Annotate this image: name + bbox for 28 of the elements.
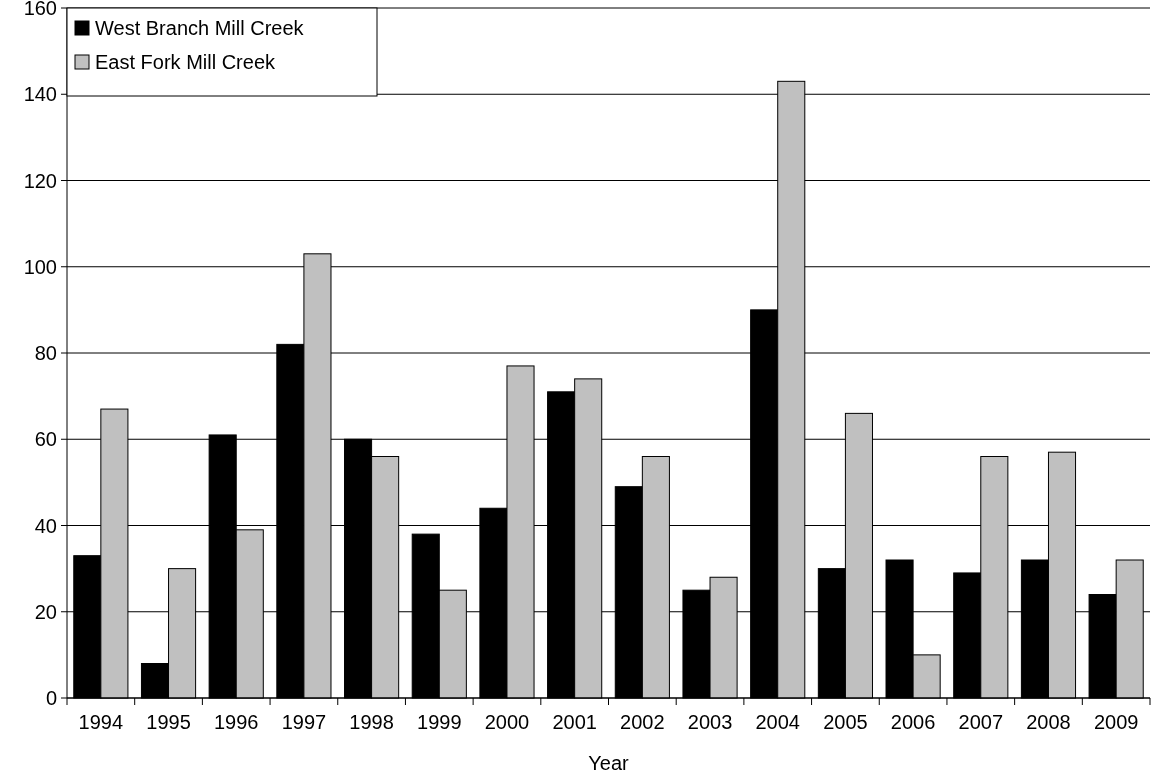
legend-label: East Fork Mill Creek (95, 51, 277, 73)
x-tick-label: 1994 (78, 711, 124, 733)
legend-label: West Branch Mill Creek (95, 17, 305, 39)
x-tick-label: 2007 (958, 711, 1004, 733)
x-tick-label: 2000 (484, 711, 530, 733)
y-tick-label: 60 (34, 428, 57, 451)
x-axis-title: Year (588, 752, 630, 774)
x-tick-label: 2009 (1093, 711, 1139, 733)
y-tick-label: 120 (23, 169, 57, 192)
x-tick-label: 1995 (146, 711, 191, 733)
y-tick-label: 100 (23, 255, 57, 278)
y-tick-label: 80 (34, 342, 57, 364)
y-tick-label: 20 (34, 600, 57, 623)
x-tick-label: 1996 (213, 711, 259, 733)
x-tick-label: 2003 (687, 711, 733, 733)
x-tick-label: 2002 (620, 711, 665, 733)
y-tick-label: 140 (23, 83, 57, 106)
y-tick-label: 0 (45, 687, 57, 709)
y-tick-label: 40 (34, 514, 57, 537)
x-tick-label: 2008 (1026, 711, 1071, 733)
y-tick-label: 160 (23, 0, 57, 19)
x-tick-label: 2005 (823, 711, 868, 733)
x-tick-label: 2006 (890, 711, 936, 733)
x-tick-label: 2001 (552, 711, 597, 733)
x-tick-label: 1999 (417, 711, 462, 733)
x-tick-label: 2004 (755, 711, 800, 733)
x-tick-label: 1997 (281, 711, 327, 733)
x-tick-label: 1998 (349, 711, 394, 733)
